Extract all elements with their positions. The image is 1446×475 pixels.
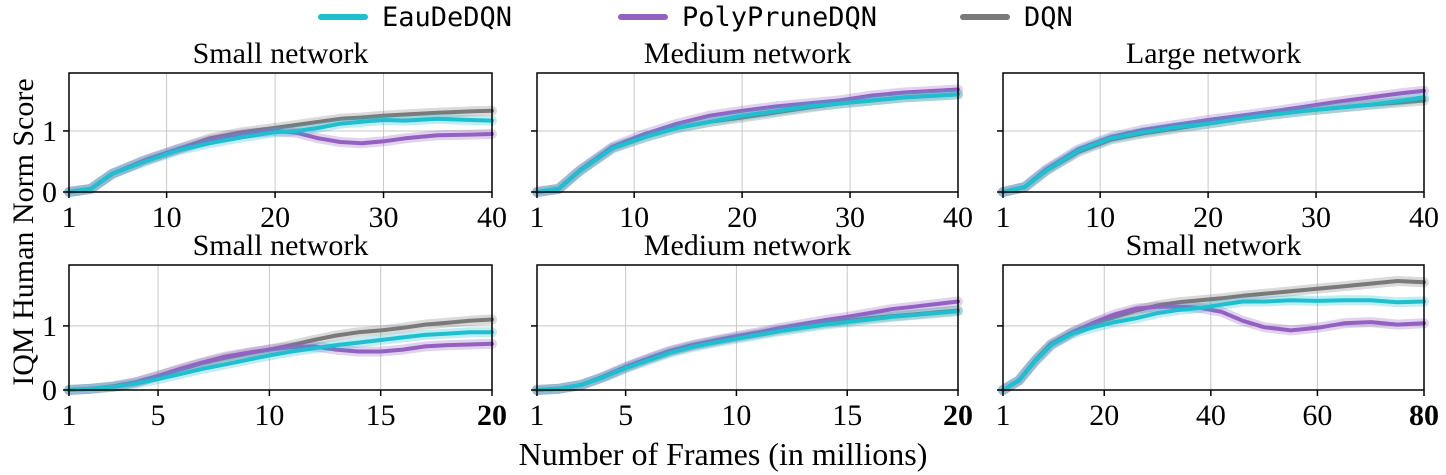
chart-title: Medium network [644, 229, 851, 262]
axes-frame [68, 264, 493, 391]
axes-frame [1002, 72, 1425, 193]
x-tick-label: 40 [477, 201, 507, 234]
x-tick-label: 10 [619, 201, 649, 234]
chart-title: Large network [1126, 37, 1301, 70]
legend-item-dqn: DQN [960, 0, 1073, 34]
x-tick-label: 80 [1409, 399, 1439, 432]
x-tick-label: 1 [62, 399, 77, 432]
x-tick-label: 1 [62, 201, 77, 234]
x-tick-label: 20 [943, 399, 973, 432]
chart-panel-3: Large network 1 10 20 30 40 [996, 37, 1440, 234]
legend-item-eaudedqn: EauDeDQN [318, 0, 512, 34]
x-tick-label: 30 [1301, 201, 1331, 234]
x-tick-label: 20 [1089, 399, 1119, 432]
series-line-eaudedqn [67, 330, 494, 392]
x-tick-label: 20 [477, 399, 507, 432]
series-band-dqn [998, 95, 1429, 197]
x-tick-label: 15 [366, 399, 396, 432]
series-band-eaudedqn [64, 327, 497, 395]
chart-title: Medium network [644, 37, 851, 70]
x-tick-label: 15 [832, 399, 862, 432]
x-tick-label: 1 [996, 201, 1011, 234]
chart-panel-2: Medium network 1 10 20 30 40 [530, 37, 974, 234]
legend-swatch-polyprunedqn [618, 14, 668, 20]
chart-panel-6: Small network 1 20 40 60 80 [996, 229, 1440, 432]
axes-frame [1002, 264, 1425, 391]
series-band-eaudedqn [64, 113, 497, 197]
x-tick-label: 30 [369, 201, 399, 234]
y-tick-label: 1 [42, 115, 57, 148]
chart-title: Small network [193, 37, 369, 70]
axes-frame [536, 264, 959, 391]
y-tick-label: 0 [42, 176, 57, 209]
x-tick-label: 5 [618, 399, 633, 432]
axes-frame [68, 72, 493, 193]
x-tick-label: 40 [1196, 399, 1226, 432]
series-line-eaudedqn [1001, 298, 1426, 392]
legend-swatch-dqn [960, 14, 1010, 20]
series-band-eaudedqn [998, 92, 1429, 197]
x-tick-label: 40 [1409, 201, 1439, 234]
legend-label-polyprunedqn: PolyPruneDQN [682, 1, 878, 33]
x-tick-label: 40 [943, 201, 973, 234]
x-tick-label: 30 [835, 201, 865, 234]
x-tick-label: 1 [530, 201, 545, 234]
series-line-polyprunedqn [535, 87, 960, 194]
legend: EauDeDQN PolyPruneDQN DQN [0, 0, 1446, 36]
series-band-polyprunedqn [998, 301, 1429, 395]
chart-title: Small network [1126, 229, 1302, 262]
chart-title: Small network [193, 229, 369, 262]
axes-frame [536, 72, 959, 193]
x-axis-label: Number of Frames (in millions) [518, 436, 928, 472]
x-tick-label: 20 [260, 201, 290, 234]
legend-swatch-eaudedqn [318, 14, 368, 20]
y-axis-label: IQM Human Norm Score [7, 78, 40, 386]
series-line-eaudedqn [1001, 95, 1426, 194]
x-tick-label: 1 [530, 399, 545, 432]
x-tick-label: 5 [151, 399, 166, 432]
legend-label-dqn: DQN [1024, 1, 1073, 33]
x-tick-label: 20 [727, 201, 757, 234]
legend-item-polyprunedqn: PolyPruneDQN [618, 0, 877, 34]
series-band-polyprunedqn [532, 84, 963, 197]
x-tick-label: 1 [996, 399, 1011, 432]
x-tick-label: 60 [1302, 399, 1332, 432]
series-line-eaudedqn [535, 309, 960, 392]
series-line-dqn [1001, 98, 1426, 194]
x-tick-label: 20 [1193, 201, 1223, 234]
legend-label-eaudedqn: EauDeDQN [382, 1, 513, 33]
series-line-eaudedqn [535, 92, 960, 194]
series-line-eaudedqn [67, 116, 494, 194]
x-tick-label: 10 [152, 201, 182, 234]
x-tick-label: 10 [1085, 201, 1115, 234]
x-tick-label: 10 [254, 399, 284, 432]
y-tick-label: 1 [42, 310, 57, 343]
x-tick-label: 10 [721, 399, 751, 432]
y-tick-label: 0 [42, 374, 57, 407]
